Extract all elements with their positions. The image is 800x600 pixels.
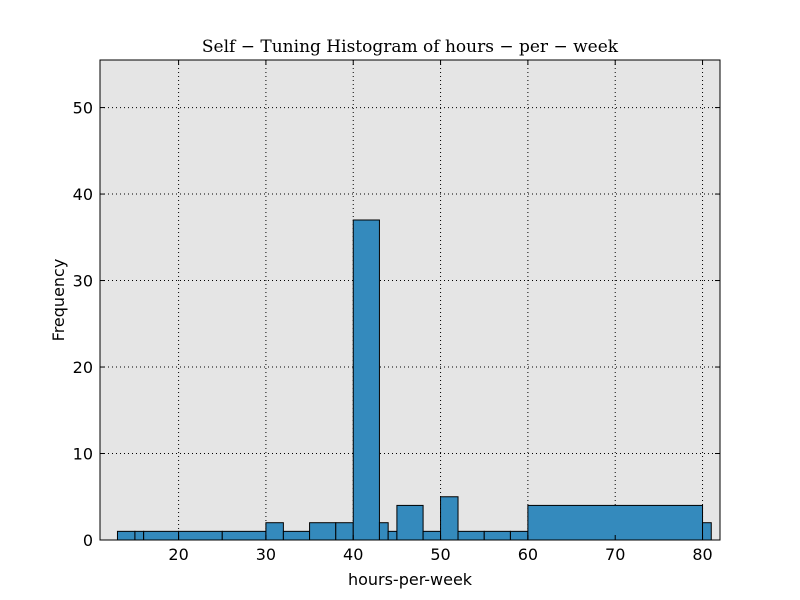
histogram-bar bbox=[335, 522, 354, 541]
y-tick-labels: 0 10 20 30 40 50 bbox=[73, 99, 93, 550]
y-axis-label: Frequency bbox=[49, 259, 68, 342]
histogram-bar bbox=[440, 496, 459, 541]
x-axis-label: hours-per-week bbox=[348, 570, 473, 589]
histogram-bar bbox=[143, 530, 180, 541]
histogram-bar bbox=[422, 530, 442, 541]
plot-frame bbox=[99, 59, 721, 541]
plot-area bbox=[100, 60, 720, 540]
histogram-bar bbox=[483, 530, 511, 541]
histogram-bar bbox=[134, 530, 145, 541]
histogram-bar bbox=[527, 504, 704, 541]
x-tick-label: 20 bbox=[168, 545, 188, 564]
grid bbox=[100, 60, 720, 541]
histogram-bar bbox=[221, 530, 267, 541]
histogram-bar bbox=[116, 530, 136, 541]
histogram-bar bbox=[352, 219, 380, 541]
y-tick-label: 20 bbox=[73, 358, 93, 377]
x-tick-label: 70 bbox=[605, 545, 625, 564]
x-tick-label: 80 bbox=[692, 545, 712, 564]
histogram-bar bbox=[387, 530, 398, 541]
y-tick-label: 30 bbox=[73, 272, 93, 291]
histogram-bar bbox=[396, 504, 424, 541]
histogram-bar bbox=[378, 522, 389, 541]
y-tick-label: 40 bbox=[73, 185, 93, 204]
histogram-bar bbox=[265, 522, 284, 541]
histogram-bar bbox=[282, 530, 311, 541]
y-tick-label: 10 bbox=[73, 445, 93, 464]
x-tick-label: 30 bbox=[256, 545, 276, 564]
y-tick-label: 50 bbox=[73, 99, 93, 118]
histogram-bar bbox=[178, 530, 223, 541]
histogram-bars bbox=[116, 219, 712, 541]
histogram-bar bbox=[509, 530, 529, 541]
x-tick-label: 50 bbox=[430, 545, 450, 564]
y-tick-label: 0 bbox=[83, 531, 93, 550]
histogram-bar bbox=[309, 522, 337, 541]
x-tick-label: 40 bbox=[343, 545, 363, 564]
x-tick-label: 60 bbox=[518, 545, 538, 564]
x-tick-labels: 20 30 40 50 60 70 80 bbox=[168, 545, 712, 564]
histogram-bar bbox=[702, 522, 712, 541]
axis-ticks bbox=[100, 60, 720, 541]
histogram-bar bbox=[457, 530, 485, 541]
chart-title: Self − Tuning Histogram of hours − per −… bbox=[202, 37, 619, 57]
